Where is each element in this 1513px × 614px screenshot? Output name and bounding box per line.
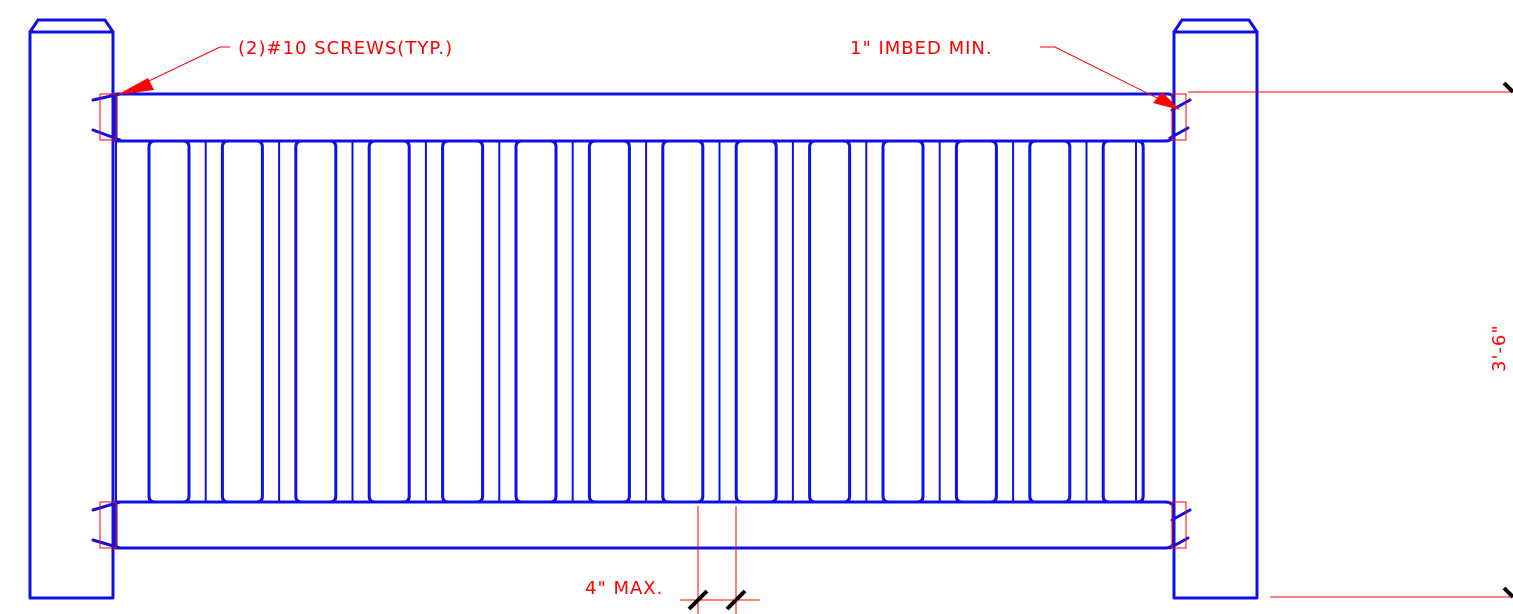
baluster bbox=[587, 139, 631, 504]
baluster bbox=[367, 139, 411, 504]
baluster bbox=[1028, 139, 1072, 504]
baluster bbox=[514, 139, 558, 504]
screws-annotation: (2)#10 SCREWS(TYP.) bbox=[238, 38, 453, 59]
screws-leader bbox=[117, 46, 230, 95]
baluster bbox=[294, 139, 338, 504]
baluster bbox=[954, 139, 998, 504]
imbed-annotation: 1" IMBED MIN. bbox=[850, 38, 993, 59]
spacing-dimension bbox=[680, 506, 760, 614]
top-rail bbox=[91, 92, 1192, 143]
height-annotation: 3'-6" bbox=[1489, 324, 1510, 372]
baluster bbox=[808, 139, 852, 504]
baluster bbox=[661, 139, 705, 504]
baluster-group bbox=[115, 139, 1145, 504]
bottom-rail bbox=[91, 500, 1192, 550]
imbed-leader bbox=[1040, 46, 1180, 110]
baluster bbox=[147, 139, 191, 504]
baluster bbox=[734, 139, 778, 504]
right-post bbox=[1172, 18, 1259, 600]
left-post bbox=[28, 18, 115, 600]
baluster bbox=[881, 139, 925, 504]
spacing-annotation: 4" MAX. bbox=[585, 578, 663, 599]
baluster bbox=[1101, 139, 1145, 504]
height-dimension bbox=[1188, 81, 1513, 599]
baluster bbox=[441, 139, 485, 504]
baluster bbox=[220, 139, 264, 504]
